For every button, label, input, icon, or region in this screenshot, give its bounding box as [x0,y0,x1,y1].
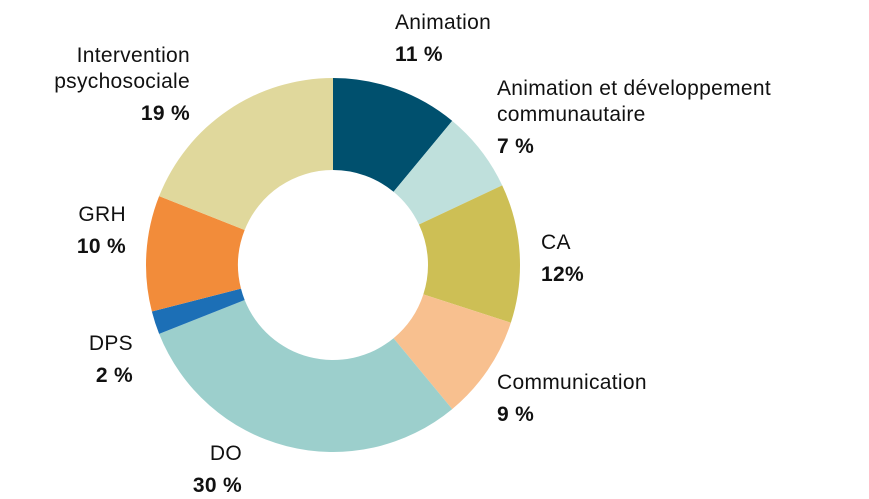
donut-slice [151,288,245,334]
donut-slice [393,294,511,410]
value-label: 30 % [192,474,242,497]
category-name: GRH [78,203,126,226]
value-label: 10 % [76,235,126,258]
category-name: Animation et développement communautaire [497,77,771,126]
category-name: DPS [88,332,133,355]
value-label: 9 % [497,403,535,426]
donut-slice [146,196,245,312]
category-name: CA [541,231,571,254]
category-name: Intervention psychosociale [54,44,190,93]
slice-label: Animation et développement communautaire… [497,76,857,160]
donut-slice [159,78,333,231]
slice-label: CA 12% [541,230,741,288]
donut-slice [159,299,453,452]
slice-label: GRH 10 % [0,202,126,260]
value-label: 12% [541,263,584,286]
slice-label: DO 30 % [42,441,242,499]
category-name: Communication [497,371,647,394]
donut-slice [418,185,520,323]
value-label: 2 % [95,364,133,387]
slice-label: Intervention psychosociale 19 % [5,43,190,127]
slice-label: Animation 11 % [395,10,695,68]
donut-slice [393,120,503,225]
value-label: 7 % [497,135,535,158]
category-name: DO [209,442,242,465]
slice-label: Communication 9 % [497,370,797,428]
value-label: 11 % [395,43,443,66]
value-label: 19 % [140,102,190,125]
donut-slice [333,78,453,192]
slice-label: DPS 2 % [0,331,133,389]
category-name: Animation [395,11,492,34]
